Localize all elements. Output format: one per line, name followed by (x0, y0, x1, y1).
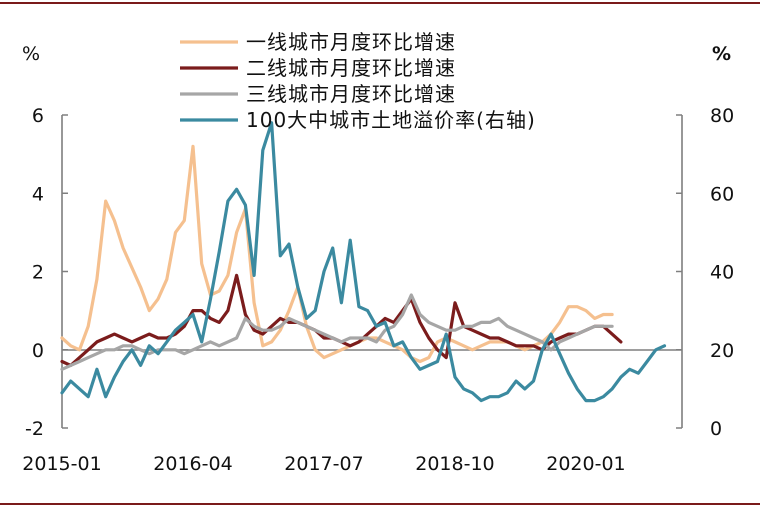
left-tick-label: -2 (25, 418, 44, 440)
right-tick-label: 0 (710, 418, 722, 440)
x-tick-label: 2017-07 (284, 453, 363, 475)
left-tick-label: 0 (32, 340, 44, 362)
right-tick-label: 80 (710, 105, 734, 127)
right-tick-marks (676, 114, 682, 429)
left-tick-labels: -2 0 2 4 6 (25, 105, 44, 440)
series-line-premium (60, 121, 667, 403)
right-tick-label: 20 (710, 340, 734, 362)
right-tick-labels: 0 20 40 60 80 (710, 105, 734, 440)
legend-label-tier3: 三线城市月度环比增速 (246, 82, 456, 106)
legend-label-tier2: 二线城市月度环比增速 (246, 56, 456, 80)
x-tick-labels: 2015-01 2016-04 2017-07 2018-10 2020-01 (22, 453, 625, 475)
legend-label-premium: 100大中城市土地溢价率(右轴) (246, 108, 536, 132)
legend: 一线城市月度环比增速二线城市月度环比增速三线城市月度环比增速100大中城市土地溢… (180, 30, 536, 132)
x-tick-label: 2018-10 (415, 453, 494, 475)
series-line-tier1 (60, 144, 614, 364)
left-tick-label: 6 (32, 105, 44, 127)
x-tick-label: 2016-04 (153, 453, 232, 475)
right-axis-unit: % (712, 43, 731, 65)
series-lines (60, 121, 667, 403)
right-tick-label: 40 (710, 262, 734, 284)
x-tick-label: 2015-01 (22, 453, 101, 475)
left-tick-label: 2 (32, 262, 44, 284)
left-tick-marks (62, 114, 68, 429)
legend-label-tier1: 一线城市月度环比增速 (246, 30, 456, 54)
left-axis-unit: % (22, 43, 40, 65)
x-tick-label: 2020-01 (546, 453, 625, 475)
right-tick-label: 60 (710, 183, 734, 205)
left-tick-label: 4 (32, 183, 44, 205)
